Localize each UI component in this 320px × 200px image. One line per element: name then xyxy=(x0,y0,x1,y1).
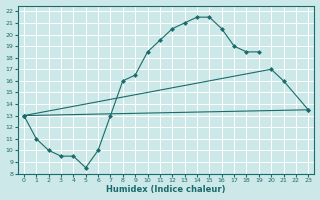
X-axis label: Humidex (Indice chaleur): Humidex (Indice chaleur) xyxy=(106,185,226,194)
